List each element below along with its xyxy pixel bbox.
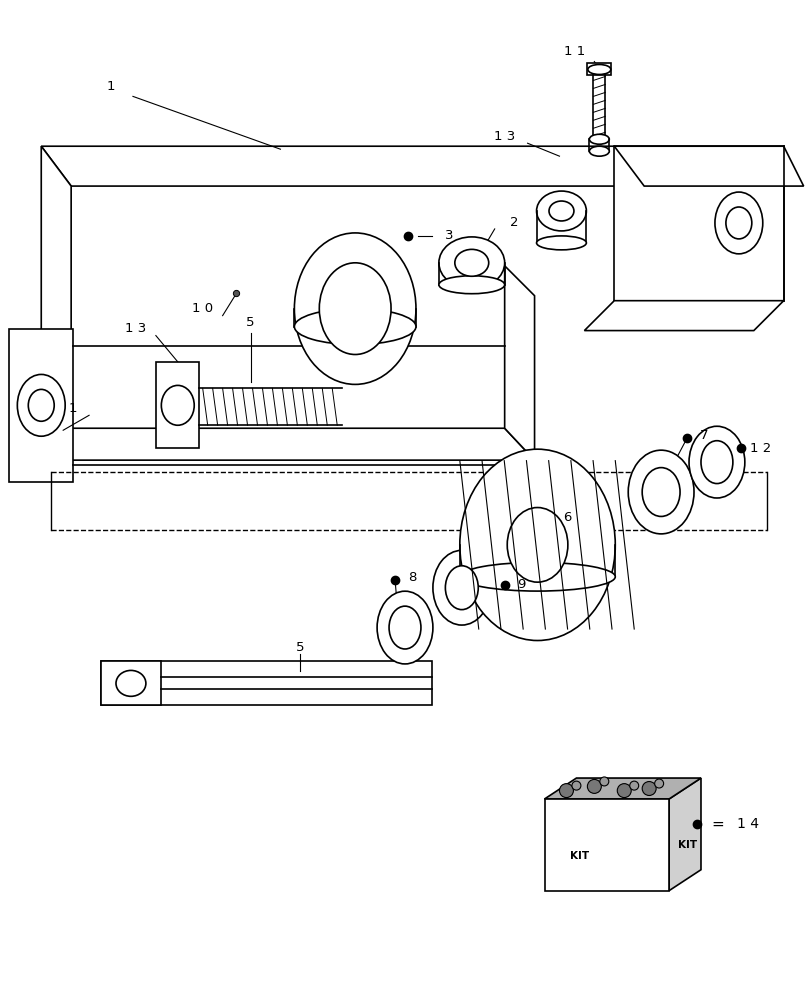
Polygon shape [41, 428, 534, 460]
Ellipse shape [319, 263, 391, 354]
Circle shape [629, 781, 638, 790]
Ellipse shape [459, 562, 615, 591]
Ellipse shape [587, 64, 610, 74]
Polygon shape [10, 329, 73, 482]
Text: KIT: KIT [569, 851, 588, 861]
Ellipse shape [725, 207, 751, 239]
Ellipse shape [439, 276, 504, 294]
Text: 8: 8 [407, 571, 416, 584]
Text: 5: 5 [296, 641, 304, 654]
Polygon shape [41, 146, 643, 186]
Text: 1 3: 1 3 [493, 130, 515, 143]
Ellipse shape [432, 550, 490, 625]
Text: 7: 7 [699, 429, 707, 442]
Polygon shape [614, 146, 803, 186]
Circle shape [559, 784, 573, 798]
Ellipse shape [628, 450, 693, 534]
Circle shape [616, 784, 630, 798]
Ellipse shape [459, 449, 615, 641]
Text: KIT: KIT [677, 840, 697, 850]
Text: 1: 1 [69, 402, 77, 415]
Ellipse shape [294, 233, 415, 384]
Text: 9: 9 [517, 578, 526, 591]
Circle shape [654, 779, 663, 788]
Polygon shape [101, 661, 431, 705]
Circle shape [599, 777, 608, 786]
Text: 1 0: 1 0 [192, 302, 213, 315]
Polygon shape [614, 146, 783, 301]
Circle shape [586, 779, 601, 793]
Ellipse shape [376, 591, 432, 664]
Ellipse shape [536, 236, 586, 250]
Text: 1 2: 1 2 [749, 442, 770, 455]
Ellipse shape [714, 192, 762, 254]
Ellipse shape [536, 191, 586, 231]
Ellipse shape [589, 134, 608, 144]
Text: 3: 3 [444, 229, 453, 242]
Circle shape [642, 782, 655, 795]
Polygon shape [156, 362, 199, 448]
Text: 5: 5 [246, 316, 255, 329]
Ellipse shape [294, 309, 415, 345]
Text: 4: 4 [350, 266, 359, 279]
Text: 1: 1 [106, 80, 115, 93]
Ellipse shape [548, 201, 573, 221]
Text: 1 4: 1 4 [736, 817, 758, 831]
Circle shape [571, 781, 580, 790]
Ellipse shape [444, 566, 478, 610]
Ellipse shape [589, 146, 608, 156]
Ellipse shape [642, 468, 680, 516]
Polygon shape [504, 266, 534, 460]
Ellipse shape [17, 374, 65, 436]
Ellipse shape [388, 606, 420, 649]
Polygon shape [668, 778, 700, 891]
Ellipse shape [454, 249, 488, 276]
Polygon shape [544, 799, 668, 891]
Ellipse shape [161, 385, 194, 425]
Ellipse shape [689, 426, 744, 498]
Ellipse shape [507, 508, 567, 582]
Ellipse shape [28, 389, 54, 421]
Text: 6: 6 [563, 511, 571, 524]
Text: 2: 2 [510, 216, 518, 229]
Ellipse shape [700, 441, 732, 484]
Text: 1 1: 1 1 [563, 45, 585, 58]
Polygon shape [544, 778, 700, 799]
Ellipse shape [116, 670, 146, 696]
Polygon shape [584, 301, 783, 331]
Polygon shape [101, 661, 161, 705]
Text: 1 3: 1 3 [125, 322, 146, 335]
Text: =: = [710, 816, 723, 831]
Ellipse shape [439, 237, 504, 289]
Polygon shape [586, 63, 611, 75]
Polygon shape [41, 146, 71, 460]
